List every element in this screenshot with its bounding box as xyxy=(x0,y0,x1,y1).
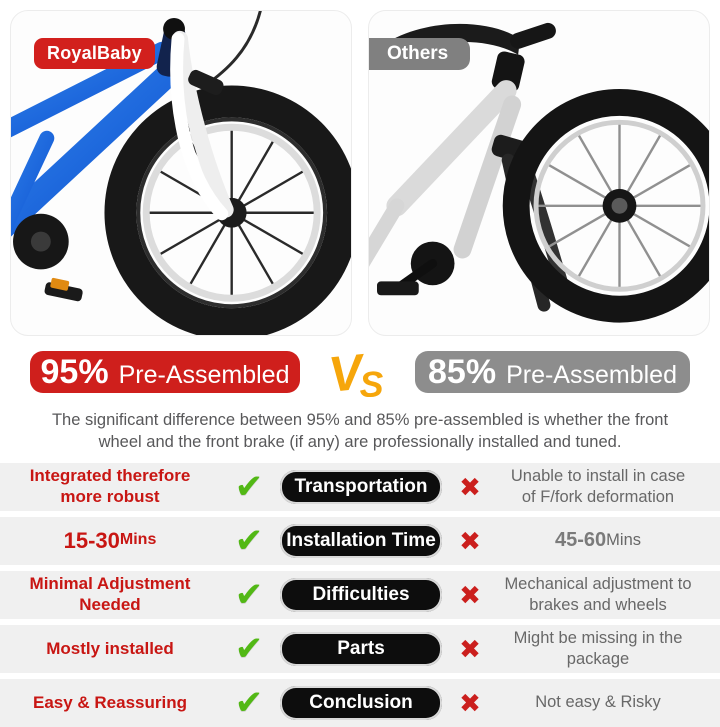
cross-icon: ✖ xyxy=(459,687,481,718)
check-icon: ✔ xyxy=(234,575,264,614)
value-text: Mostly installed xyxy=(46,638,174,658)
check-icon: ✔ xyxy=(234,629,264,668)
value-text: Minimal Adjustment Needed xyxy=(29,574,191,614)
others-value: Unable to install in case of F/fork defo… xyxy=(496,463,720,511)
royalbaby-value: Minimal Adjustment Needed xyxy=(0,571,220,619)
table-row: Minimal Adjustment Needed ✔ Difficulties… xyxy=(0,570,720,619)
others-value: 45-60 Mins xyxy=(496,517,720,565)
royalbaby-percent-label: Pre-Assembled xyxy=(118,361,290,389)
royalbaby-photo-card: RoyalBaby xyxy=(10,10,352,336)
topic-pill: Transportation xyxy=(280,469,442,504)
table-row: Mostly installed ✔ Parts ✖ Might be miss… xyxy=(0,624,720,673)
value-text: Easy & Reassuring xyxy=(32,692,187,712)
others-percent-label: Pre-Assembled xyxy=(506,361,677,389)
others-percent-badge: 85% Pre-Assembled xyxy=(415,351,690,393)
cross-icon: ✖ xyxy=(459,579,481,610)
royalbaby-value: Mostly installed xyxy=(0,625,220,673)
cross-icon: ✖ xyxy=(459,525,481,556)
table-row: Integrated therefore more robust ✔ Trans… xyxy=(0,462,720,511)
cross-icon: ✖ xyxy=(459,471,481,502)
comparison-table: Integrated therefore more robust ✔ Trans… xyxy=(0,462,720,727)
value-text: Unable to install in case of F/fork defo… xyxy=(510,467,686,506)
topic-pill: Parts xyxy=(280,631,442,666)
value-text: 15-30 xyxy=(63,527,120,553)
royalbaby-percent-badge: 95% Pre-Assembled xyxy=(30,351,300,393)
cross-icon: ✖ xyxy=(459,633,481,664)
topic-pill: Difficulties xyxy=(280,577,442,612)
photo-panels: RoyalBaby xyxy=(0,0,720,336)
others-bike-illustration xyxy=(369,22,709,323)
value-text: 45-60 xyxy=(555,529,607,552)
value-text: Mins xyxy=(606,531,641,550)
others-percent: 85% xyxy=(428,353,497,391)
others-value: Mechanical adjustment to brakes and whee… xyxy=(496,571,720,619)
value-text: Might be missing in the package xyxy=(513,629,683,668)
royalbaby-value: Integrated therefore more robust xyxy=(0,463,220,511)
royalbaby-value: 15-30 Mins xyxy=(0,517,220,565)
others-photo-card: Others xyxy=(368,10,710,336)
others-value: Might be missing in the package xyxy=(496,625,720,673)
topic-pill: Installation Time xyxy=(280,523,442,558)
others-badge: Others xyxy=(369,38,471,70)
value-text: Mechanical adjustment to brakes and whee… xyxy=(504,575,692,614)
vs-letter-s: S xyxy=(358,363,385,406)
vs-mark: VS xyxy=(297,337,417,407)
value-text: Not easy & Risky xyxy=(535,693,661,712)
check-icon: ✔ xyxy=(234,521,264,560)
table-row: Easy & Reassuring ✔ Conclusion ✖ Not eas… xyxy=(0,678,720,727)
check-icon: ✔ xyxy=(234,683,264,722)
royalbaby-value: Easy & Reassuring xyxy=(0,679,220,727)
others-value: Not easy & Risky xyxy=(496,679,720,727)
table-row: 15-30 Mins ✔ Installation Time ✖ 45-60 M… xyxy=(0,516,720,565)
royalbaby-percent: 95% xyxy=(40,353,109,391)
difference-description: The significant difference between 95% a… xyxy=(51,411,669,451)
topic-pill: Conclusion xyxy=(280,685,442,720)
check-icon: ✔ xyxy=(234,467,264,506)
preassembled-vs-band: 95% Pre-Assembled VS 85% Pre-Assembled xyxy=(0,337,720,407)
royalbaby-bike-illustration xyxy=(11,11,351,335)
value-text: Mins xyxy=(119,531,157,549)
value-text: Integrated therefore more robust xyxy=(29,466,191,506)
royalbaby-badge: RoyalBaby xyxy=(34,38,155,69)
